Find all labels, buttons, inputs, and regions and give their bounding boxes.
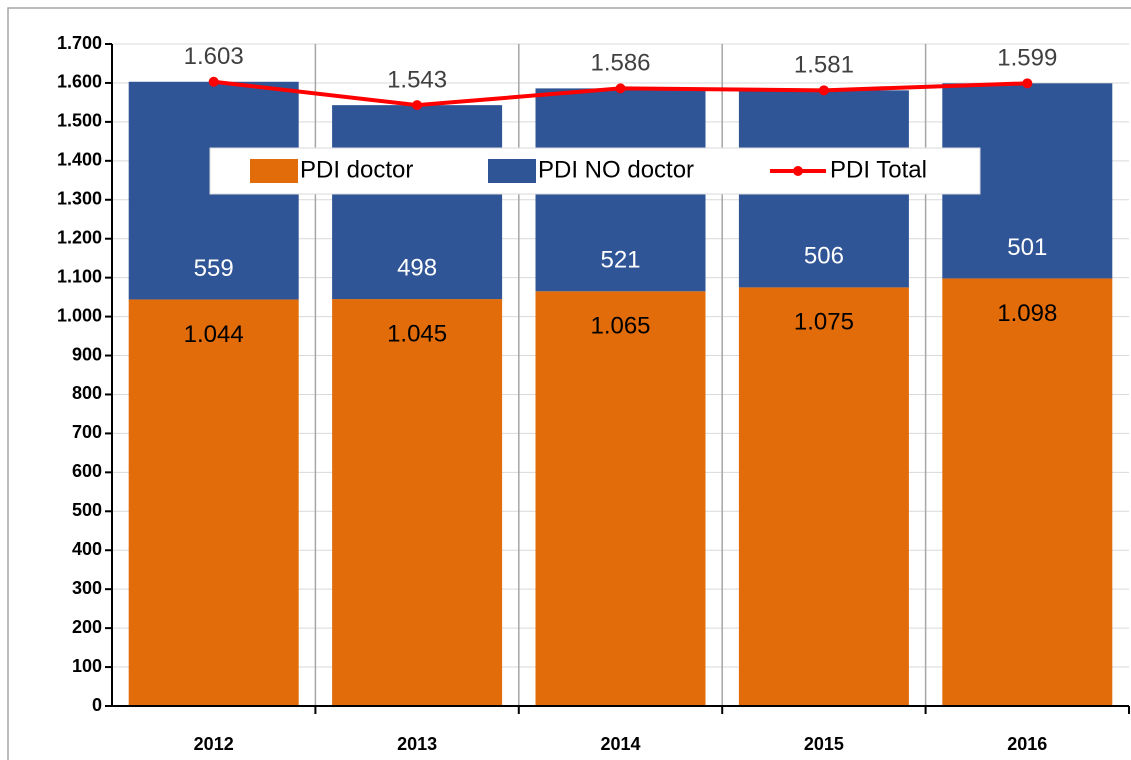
line-point: [818, 85, 829, 96]
y-tick-label: 1.000: [57, 305, 102, 325]
y-tick-label: 100: [72, 656, 102, 676]
data-label: 498: [397, 254, 437, 281]
y-tick-label: 700: [72, 422, 102, 442]
data-label: 1.603: [184, 43, 244, 70]
legend-box: [209, 147, 981, 195]
data-label: 1.065: [590, 313, 650, 340]
bar-segment: [128, 299, 299, 706]
data-label: 1.044: [184, 321, 244, 348]
y-tick-label: 800: [72, 383, 102, 403]
y-tick-label: 1.600: [57, 72, 102, 92]
y-tick-label: 1.700: [57, 33, 102, 53]
y-tick-label: 300: [72, 578, 102, 598]
data-label: 1.581: [794, 52, 854, 79]
y-tick-label: 1.200: [57, 227, 102, 247]
line-point: [615, 83, 626, 94]
x-tick-label: 2016: [1007, 734, 1047, 754]
y-tick-label: 1.100: [57, 266, 102, 286]
data-label: 1.045: [387, 320, 447, 347]
data-label: 1.098: [997, 300, 1057, 327]
y-tick-label: 1.500: [57, 111, 102, 131]
data-label: 1.586: [590, 50, 650, 77]
x-tick-label: 2014: [600, 734, 640, 754]
legend-label: PDI doctor: [300, 156, 413, 183]
legend-label: PDI NO doctor: [538, 156, 694, 183]
x-tick-label: 2015: [804, 734, 844, 754]
data-label: 1.075: [794, 309, 854, 336]
bar-segment: [535, 291, 706, 706]
legend-swatch: [250, 159, 298, 183]
y-tick-label: 200: [72, 617, 102, 637]
legend-swatch: [793, 166, 803, 176]
x-tick-label: 2013: [397, 734, 437, 754]
y-tick-label: 400: [72, 539, 102, 559]
y-tick-label: 600: [72, 461, 102, 481]
bar-segment: [332, 105, 503, 300]
line-point: [412, 100, 423, 111]
legend-swatch: [488, 159, 536, 183]
data-label: 521: [600, 247, 640, 274]
data-label: 1.543: [387, 66, 447, 93]
line-point: [208, 76, 219, 87]
bar-segment: [332, 299, 503, 706]
bar-segment: [942, 278, 1113, 706]
y-tick-label: 1.300: [57, 189, 102, 209]
bar-segment: [738, 287, 909, 706]
data-label: 559: [194, 255, 234, 282]
x-tick-label: 2012: [194, 734, 234, 754]
data-label: 501: [1007, 234, 1047, 261]
legend-label: PDI Total: [830, 156, 927, 183]
y-tick-label: 0: [92, 695, 102, 715]
line-point: [1022, 78, 1033, 89]
y-tick-label: 900: [72, 344, 102, 364]
data-label: 506: [804, 243, 844, 270]
y-tick-label: 1.400: [57, 150, 102, 170]
y-tick-label: 500: [72, 500, 102, 520]
data-label: 1.599: [997, 45, 1057, 72]
